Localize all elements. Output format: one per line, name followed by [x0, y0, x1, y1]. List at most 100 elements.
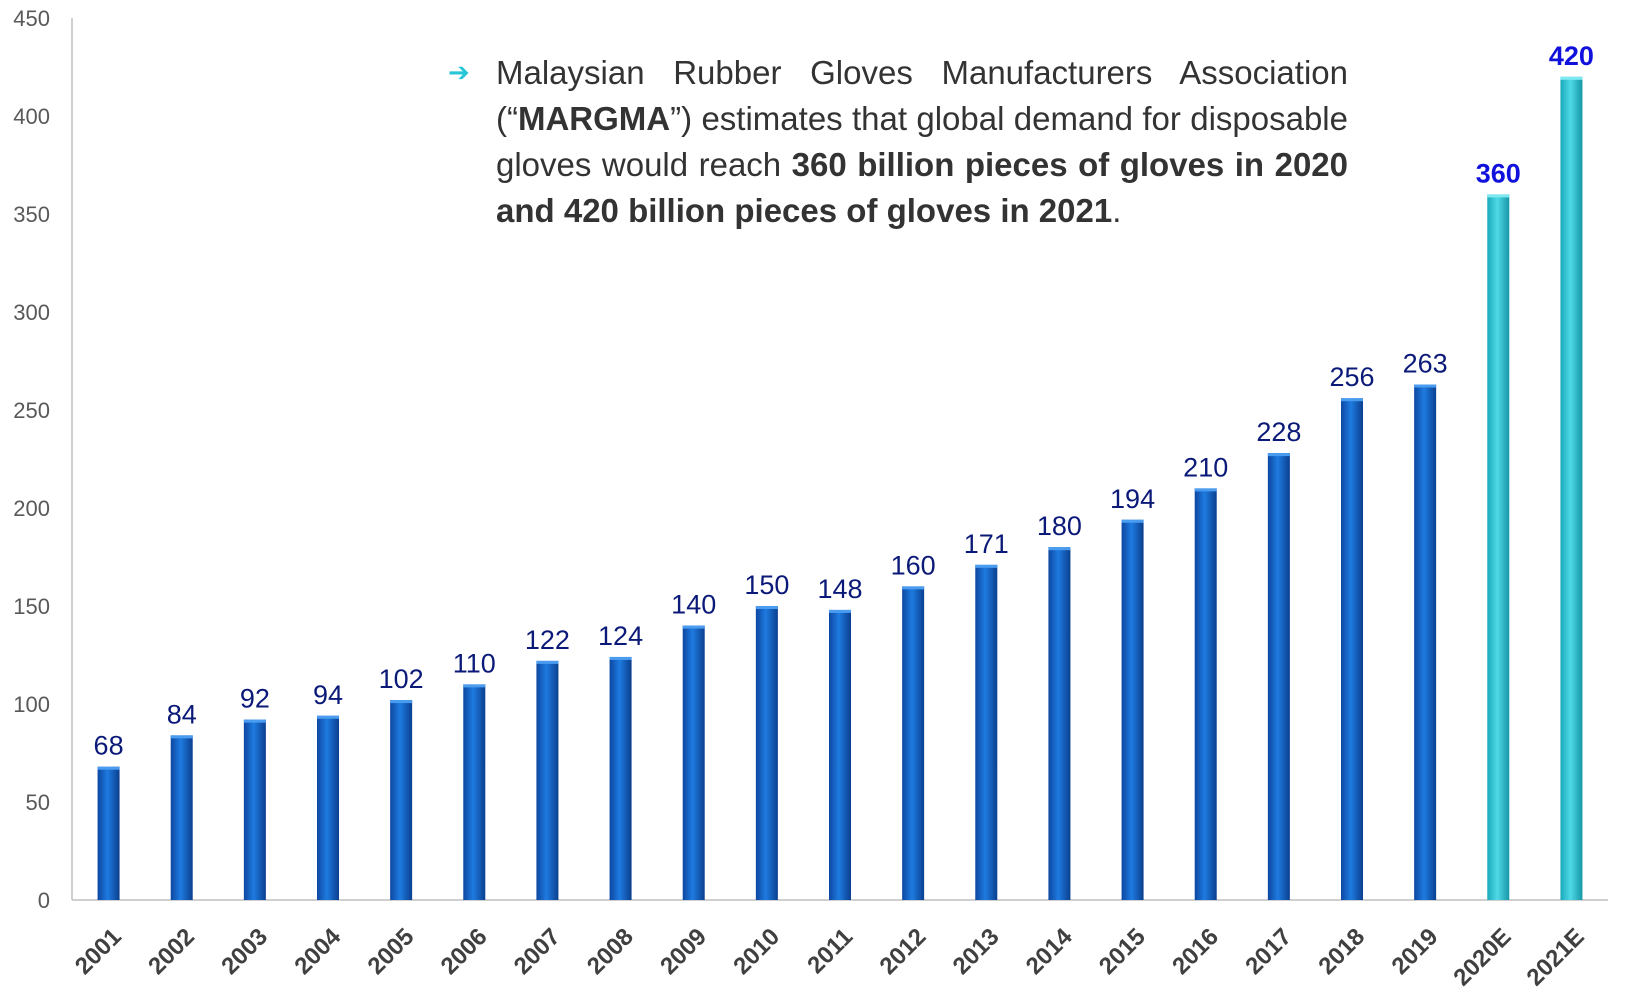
- x-tick-label: 2009: [655, 923, 712, 980]
- bar-cap: [463, 684, 486, 688]
- x-tick-label: 2010: [728, 923, 785, 980]
- x-tick-label: 2001: [70, 923, 127, 980]
- y-axis: 0 50 100 150 200 250 300 350 400 450: [13, 6, 73, 913]
- bar-cap: [829, 609, 851, 613]
- bar: [1341, 398, 1363, 900]
- data-label: 420: [1549, 41, 1594, 71]
- data-label: 102: [379, 664, 424, 694]
- data-label: 194: [1110, 484, 1155, 514]
- bar-cap: [682, 625, 705, 629]
- bar-cap: [170, 735, 193, 739]
- bar-cap: [1487, 194, 1510, 198]
- bar: [536, 660, 559, 900]
- bar: [1121, 519, 1144, 900]
- bar: [829, 609, 851, 900]
- data-label: 68: [94, 731, 124, 761]
- y-tick-label: 300: [13, 300, 50, 325]
- bar: [902, 586, 925, 900]
- bar: [682, 625, 705, 900]
- x-tick-label: 2004: [289, 923, 346, 980]
- bar-cap: [975, 564, 998, 568]
- bar-cap: [97, 766, 120, 770]
- x-tick-label: 2002: [143, 923, 200, 980]
- y-tick-label: 450: [13, 6, 50, 31]
- bar-cap: [243, 719, 266, 723]
- value-labels: 68 84 92 94 102 110 122 124 140 150 148 160 171 180 19…: [94, 41, 1594, 761]
- annotation-bold-segment: MARGMA: [517, 100, 671, 137]
- data-label: 256: [1329, 362, 1374, 392]
- y-tick-label: 200: [13, 496, 50, 521]
- bar: [97, 766, 120, 900]
- bar: [609, 656, 632, 900]
- x-tick-label: 2013: [948, 923, 1005, 980]
- annotation-segment: ”) estimates that global demand for disp…: [496, 100, 1348, 183]
- bar-cap: [1560, 76, 1583, 80]
- data-label: 228: [1256, 417, 1301, 447]
- bar: [1414, 384, 1437, 900]
- bar: [390, 700, 413, 900]
- bar-cap: [1267, 453, 1290, 457]
- x-axis: 2001 2002 2003 2004 2005 2006 2007 2008 2009 2010…: [70, 899, 1608, 991]
- data-label: 140: [671, 590, 716, 620]
- arrow-right-icon: ➔: [448, 58, 470, 88]
- x-tick-label: 2016: [1167, 923, 1224, 980]
- data-label: 150: [744, 570, 789, 600]
- data-label: 160: [891, 550, 936, 580]
- x-tick-label: 2021E: [1522, 923, 1590, 991]
- bar-cap: [755, 606, 778, 609]
- x-tick-label: 2015: [1094, 923, 1151, 980]
- x-tick-label: 2014: [1021, 923, 1078, 980]
- bar-estimate: [1487, 194, 1510, 900]
- bar-cap: [1048, 547, 1071, 551]
- bars: [97, 76, 1583, 901]
- y-tick-label: 250: [13, 398, 50, 423]
- data-label: 124: [598, 621, 643, 651]
- bar: [975, 564, 998, 900]
- bar-cap: [902, 586, 925, 590]
- x-tick-label: 2005: [363, 923, 420, 980]
- data-label: 122: [525, 625, 570, 655]
- bar-estimate: [1560, 76, 1583, 901]
- x-tick-label: 2007: [509, 923, 566, 980]
- data-label: 171: [964, 529, 1009, 559]
- bar-cap: [317, 715, 339, 719]
- x-tick-label: 2020E: [1448, 923, 1516, 991]
- y-tick-label: 350: [13, 202, 50, 227]
- y-tick-label: 50: [26, 790, 50, 815]
- x-tick-label: 2011: [802, 923, 858, 979]
- bar: [1194, 488, 1217, 900]
- bar: [317, 715, 339, 900]
- x-tick-label: 2008: [582, 923, 639, 980]
- bar: [1048, 547, 1071, 900]
- data-label: 263: [1403, 349, 1448, 379]
- bar-cap: [1121, 519, 1144, 523]
- bar: [243, 719, 266, 900]
- y-tick-label: 400: [13, 104, 50, 129]
- data-label: 180: [1037, 511, 1082, 541]
- bar: [170, 735, 193, 900]
- data-label: 94: [313, 680, 343, 710]
- y-tick-label: 0: [38, 888, 50, 913]
- annotation-bold-segment: 360 billion pieces of gloves in 2020 and…: [496, 146, 1348, 229]
- bar-cap: [1341, 398, 1363, 402]
- data-label: 148: [817, 574, 862, 604]
- annotation-segment: .: [1112, 192, 1122, 229]
- bar: [755, 606, 778, 900]
- x-tick-label: 2003: [216, 923, 273, 980]
- x-tick-label: 2019: [1387, 923, 1444, 980]
- annotation-text: Malaysian Rubber Gloves Manufacturers As…: [496, 50, 1348, 234]
- x-tick-label: 2018: [1313, 923, 1370, 980]
- data-label: 210: [1183, 452, 1228, 482]
- data-label: 84: [167, 699, 197, 729]
- bar-cap: [1414, 384, 1437, 388]
- bar-cap: [536, 660, 559, 664]
- y-tick-label: 150: [13, 594, 50, 619]
- y-tick-label: 100: [13, 692, 50, 717]
- annotation-segment: Malaysian Rubber Gloves Manufacturers As…: [496, 54, 1348, 137]
- data-label: 92: [240, 684, 270, 714]
- bar: [1267, 453, 1290, 900]
- bar-cap: [390, 700, 413, 704]
- x-tick-label: 2017: [1240, 923, 1297, 980]
